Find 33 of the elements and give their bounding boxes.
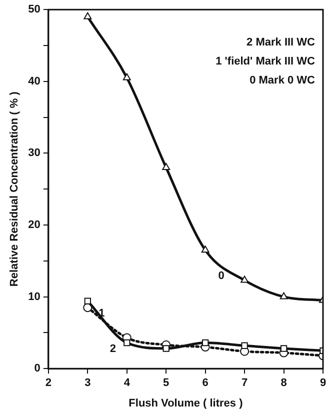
- y-tick-label: 30: [28, 147, 40, 160]
- point: [241, 342, 248, 349]
- point: [122, 73, 131, 80]
- x-tick-label: 7: [241, 377, 248, 390]
- y-tick-label: 50: [28, 4, 40, 16]
- point: [280, 292, 288, 300]
- x-tick-label: 8: [280, 377, 287, 390]
- point: [201, 246, 210, 253]
- y-tick-label: 40: [28, 75, 40, 88]
- x-tick-label: 9: [320, 377, 326, 390]
- x-tick-label: 2: [45, 377, 52, 390]
- y-axis-title: Relative Residual Concentration ( % ): [8, 91, 21, 287]
- point: [84, 12, 92, 20]
- point: [240, 276, 249, 283]
- y-tick-label: 0: [34, 362, 40, 375]
- point: [280, 345, 288, 352]
- series-label: 0: [218, 270, 224, 282]
- point: [162, 345, 170, 352]
- point: [84, 298, 91, 304]
- point: [124, 339, 130, 346]
- x-axis-title: Flush Volume ( litres ): [128, 397, 244, 410]
- y-tick-label: 20: [28, 219, 40, 232]
- series-label: 2: [110, 342, 116, 355]
- x-tick-label: 4: [124, 377, 131, 390]
- annotation: 1 'field' Mark III WC: [216, 56, 316, 68]
- x-tick-label: 6: [202, 377, 208, 390]
- annotation: 0 Mark 0 WC: [250, 74, 316, 87]
- annotation: 2 Mark III WC: [246, 36, 316, 49]
- point: [162, 163, 170, 170]
- point: [202, 339, 209, 346]
- x-tick-label: 5: [163, 377, 170, 390]
- x-tick-label: 3: [84, 377, 91, 390]
- y-tick-label: 10: [28, 290, 40, 303]
